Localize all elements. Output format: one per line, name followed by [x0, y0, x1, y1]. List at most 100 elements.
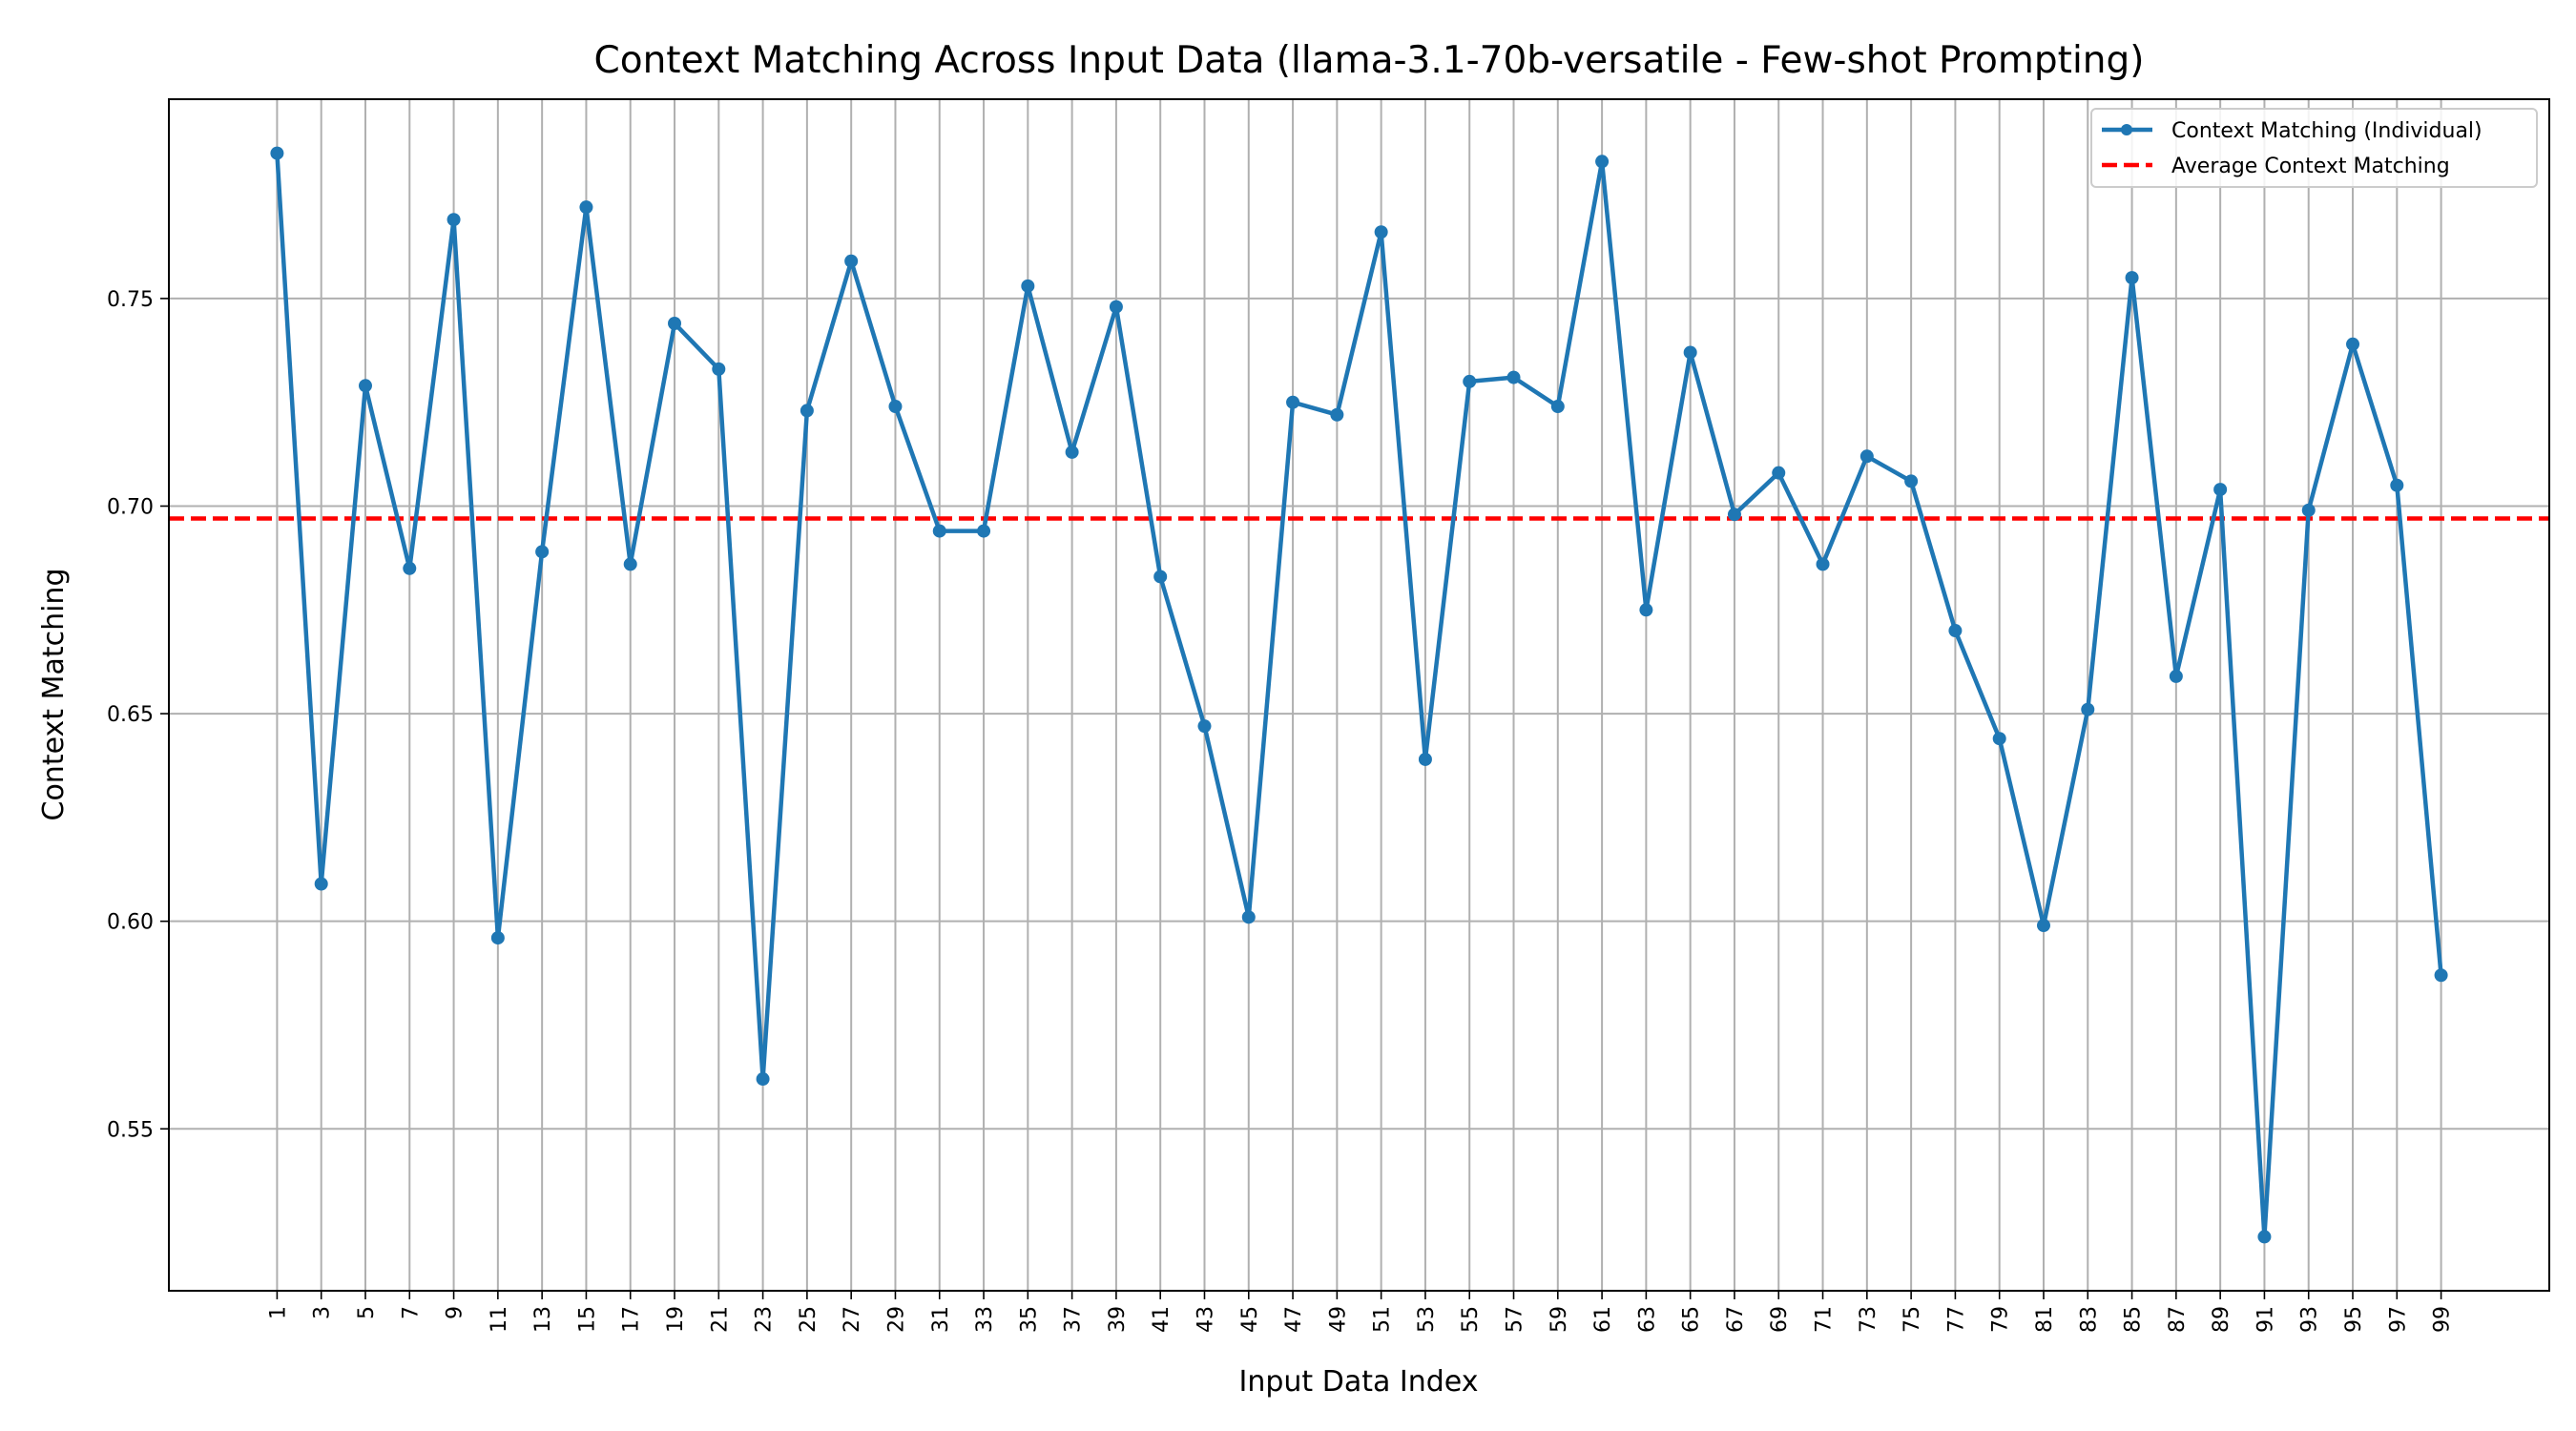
x-tick-label: 51	[1371, 1306, 1395, 1333]
data-point	[712, 362, 726, 376]
legend-series-marker	[2121, 124, 2132, 135]
data-point	[314, 877, 328, 891]
data-point	[2081, 702, 2095, 716]
y-tick-label: 0.70	[107, 495, 154, 519]
x-tick-label: 27	[841, 1306, 864, 1333]
x-axis-ticks: 1 3 5 7 9 11 13 15 17 19 21 23 25 27 29 31 33 35 37 39 41 43 4…	[266, 1291, 2455, 1333]
data-point	[1330, 407, 1344, 422]
x-tick-label: 63	[1635, 1306, 1659, 1333]
data-point	[1021, 279, 1035, 293]
x-tick-label: 87	[2166, 1306, 2190, 1333]
x-tick-label: 67	[1724, 1306, 1748, 1333]
data-point	[270, 146, 284, 160]
legend-series-label: Context Matching (Individual)	[2171, 119, 2483, 143]
data-point	[490, 931, 505, 945]
data-point	[579, 200, 593, 215]
data-point	[2257, 1230, 2272, 1244]
x-tick-label: 45	[1238, 1306, 1262, 1333]
data-point	[844, 254, 859, 268]
data-point	[1418, 752, 1432, 766]
x-tick-label: 37	[1062, 1306, 1086, 1333]
data-point	[1286, 395, 1300, 409]
data-point	[1153, 570, 1168, 584]
x-tick-label: 1	[266, 1306, 290, 1319]
x-tick-label: 53	[1415, 1306, 1439, 1333]
x-tick-label: 81	[2033, 1306, 2057, 1333]
x-tick-label: 95	[2342, 1306, 2366, 1333]
y-tick-label: 0.65	[107, 703, 154, 727]
x-tick-label: 79	[1989, 1306, 2013, 1333]
data-point	[2346, 337, 2360, 351]
data-point	[1639, 603, 1653, 617]
grid	[169, 99, 2549, 1291]
series-layer	[270, 146, 2448, 1244]
x-tick-label: 57	[1504, 1306, 1527, 1333]
data-point	[1683, 345, 1697, 360]
x-tick-label: 11	[488, 1306, 511, 1333]
data-point	[1727, 508, 1741, 522]
plot-frame	[168, 98, 2550, 1292]
x-tick-label: 55	[1459, 1306, 1483, 1333]
x-tick-label: 89	[2210, 1306, 2233, 1333]
data-point	[668, 317, 682, 331]
x-tick-label: 9	[444, 1306, 467, 1319]
x-tick-label: 97	[2386, 1306, 2410, 1333]
data-point	[2434, 968, 2448, 983]
x-tick-label: 91	[2254, 1306, 2277, 1333]
x-tick-label: 77	[1944, 1306, 1968, 1333]
data-point	[1595, 155, 1610, 169]
x-tick-label: 13	[531, 1306, 555, 1333]
data-point	[403, 561, 417, 575]
legend-average-label: Average Context Matching	[2171, 155, 2450, 178]
data-point	[358, 379, 372, 393]
y-axis-ticks: 0.55 0.60 0.65 0.70 0.75	[107, 288, 169, 1142]
x-tick-label: 5	[355, 1306, 379, 1319]
data-point	[2125, 271, 2139, 285]
x-tick-label: 69	[1768, 1306, 1792, 1333]
x-tick-label: 35	[1017, 1306, 1041, 1333]
x-tick-label: 75	[1901, 1306, 1924, 1333]
series-line	[275, 153, 2443, 1239]
x-tick-label: 93	[2298, 1306, 2322, 1333]
x-tick-label: 19	[664, 1306, 688, 1333]
legend: Context Matching (Individual) Average Co…	[2090, 108, 2538, 188]
x-tick-label: 17	[620, 1306, 644, 1333]
x-tick-label: 33	[973, 1306, 997, 1333]
x-tick-label: 41	[1150, 1306, 1174, 1333]
x-tick-label: 99	[2431, 1306, 2455, 1333]
y-tick-label: 0.55	[107, 1118, 154, 1142]
data-point	[1463, 374, 1477, 388]
x-tick-label: 61	[1591, 1306, 1615, 1333]
data-point	[888, 400, 903, 414]
data-point	[535, 545, 550, 559]
x-tick-label: 73	[1857, 1306, 1880, 1333]
data-point	[1241, 910, 1256, 924]
data-point	[977, 524, 991, 538]
data-point	[1109, 300, 1123, 314]
x-tick-label: 83	[2077, 1306, 2101, 1333]
x-tick-label: 15	[575, 1306, 599, 1333]
x-tick-label: 31	[929, 1306, 953, 1333]
data-point	[1772, 466, 1786, 480]
x-tick-label: 59	[1548, 1306, 1571, 1333]
x-tick-label: 25	[797, 1306, 821, 1333]
y-tick-label: 0.60	[107, 911, 154, 935]
x-tick-label: 21	[708, 1306, 732, 1333]
y-tick-label: 0.75	[107, 288, 154, 312]
data-point	[1992, 732, 2006, 746]
x-tick-label: 29	[884, 1306, 908, 1333]
data-point	[2301, 503, 2316, 517]
x-tick-label: 3	[311, 1306, 335, 1319]
x-tick-label: 71	[1813, 1306, 1837, 1333]
x-tick-label: 39	[1106, 1306, 1130, 1333]
data-point	[1506, 370, 1521, 384]
data-point	[800, 404, 814, 418]
data-point	[2169, 669, 2183, 683]
data-point	[1904, 474, 1919, 488]
x-tick-label: 65	[1680, 1306, 1704, 1333]
x-tick-label: 7	[399, 1306, 423, 1319]
data-point	[1948, 624, 1963, 638]
x-tick-label: 49	[1326, 1306, 1350, 1333]
data-point	[1859, 449, 1874, 464]
